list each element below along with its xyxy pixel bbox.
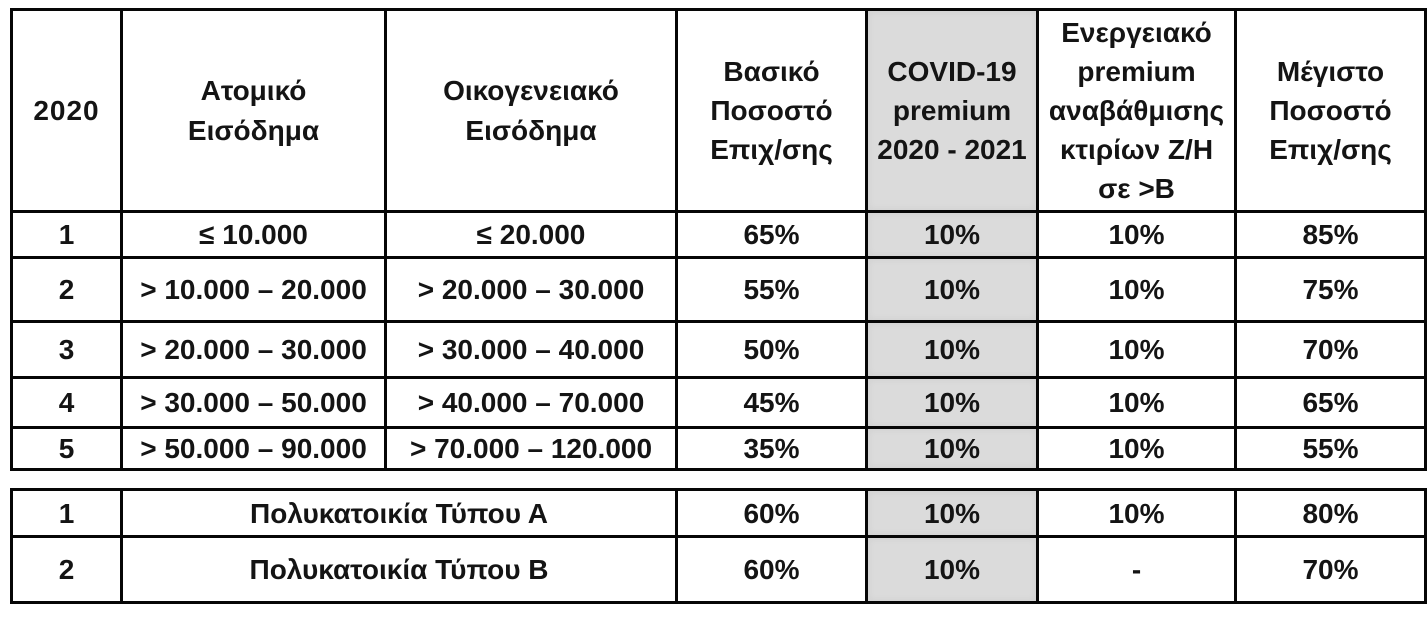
cell-covid-premium: 10% — [865, 488, 1039, 539]
cell-individual-income: > 10.000 – 20.000 — [120, 256, 387, 323]
cell-individual-income: > 30.000 – 50.000 — [120, 376, 387, 429]
cell-energy-premium: - — [1036, 535, 1237, 605]
table-row: 1 Πολυκατοικία Τύπου Α 60% 10% 10% 80% — [10, 488, 1427, 539]
col-header-individual-income: Ατομικό Εισόδημα — [120, 8, 387, 213]
cell-energy-premium: 10% — [1036, 256, 1237, 323]
col-header-max-rate: Μέγιστο Ποσοστό Επιχ/σης — [1234, 8, 1427, 213]
cell-individual-income: > 20.000 – 30.000 — [120, 320, 387, 379]
cell-row-number: 2 — [10, 535, 123, 605]
cell-row-number: 5 — [10, 425, 123, 472]
cell-max-rate: 70% — [1234, 535, 1427, 605]
cell-apartment-type: Πολυκατοικία Τύπου Β — [120, 535, 678, 605]
cell-max-rate: 85% — [1234, 210, 1427, 259]
cell-family-income: > 30.000 – 40.000 — [384, 320, 678, 379]
cell-family-income: ≤ 20.000 — [384, 210, 678, 259]
table-row: 5 > 50.000 – 90.000 > 70.000 – 120.000 3… — [10, 425, 1427, 472]
cell-energy-premium: 10% — [1036, 488, 1237, 539]
cell-family-income: > 40.000 – 70.000 — [384, 376, 678, 429]
table-row: 4 > 30.000 – 50.000 > 40.000 – 70.000 45… — [10, 376, 1427, 429]
cell-covid-premium: 10% — [865, 256, 1039, 323]
cell-row-number: 2 — [10, 256, 123, 323]
cell-covid-premium: 10% — [865, 535, 1039, 605]
cell-max-rate: 65% — [1234, 376, 1427, 429]
year-label: 2020 — [10, 8, 123, 213]
cell-row-number: 3 — [10, 320, 123, 379]
cell-individual-income: ≤ 10.000 — [120, 210, 387, 259]
cell-basic-rate: 60% — [675, 535, 868, 605]
cell-covid-premium: 10% — [865, 376, 1039, 429]
table-row: 2 > 10.000 – 20.000 > 20.000 – 30.000 55… — [10, 256, 1427, 323]
cell-basic-rate: 65% — [675, 210, 868, 259]
cell-energy-premium: 10% — [1036, 210, 1237, 259]
cell-row-number: 4 — [10, 376, 123, 429]
table-row: 2 Πολυκατοικία Τύπου Β 60% 10% - 70% — [10, 535, 1427, 605]
table-header-row: 2020 Ατομικό Εισόδημα Οικογενειακό Εισόδ… — [10, 8, 1427, 213]
cell-individual-income: > 50.000 – 90.000 — [120, 425, 387, 472]
cell-max-rate: 55% — [1234, 425, 1427, 472]
cell-basic-rate: 60% — [675, 488, 868, 539]
col-header-family-income: Οικογενειακό Εισόδημα — [384, 8, 678, 213]
cell-covid-premium: 10% — [865, 320, 1039, 379]
cell-basic-rate: 50% — [675, 320, 868, 379]
cell-basic-rate: 35% — [675, 425, 868, 472]
cell-energy-premium: 10% — [1036, 376, 1237, 429]
cell-row-number: 1 — [10, 210, 123, 259]
col-header-energy-premium: Ενεργειακό premium αναβάθμισης κτιρίων Ζ… — [1036, 8, 1237, 213]
cell-family-income: > 70.000 – 120.000 — [384, 425, 678, 472]
cell-energy-premium: 10% — [1036, 320, 1237, 379]
table-row: 1 ≤ 10.000 ≤ 20.000 65% 10% 10% 85% — [10, 210, 1427, 259]
cell-covid-premium: 10% — [865, 210, 1039, 259]
cell-basic-rate: 55% — [675, 256, 868, 323]
cell-family-income: > 20.000 – 30.000 — [384, 256, 678, 323]
cell-max-rate: 80% — [1234, 488, 1427, 539]
cell-max-rate: 70% — [1234, 320, 1427, 379]
col-header-covid-premium: COVID-19 premium 2020 - 2021 — [865, 8, 1039, 213]
cell-apartment-type: Πολυκατοικία Τύπου Α — [120, 488, 678, 539]
table-row: 3 > 20.000 – 30.000 > 30.000 – 40.000 50… — [10, 320, 1427, 379]
cell-basic-rate: 45% — [675, 376, 868, 429]
cell-covid-premium: 10% — [865, 425, 1039, 472]
subsidy-table-2020: 2020 Ατομικό Εισόδημα Οικογενειακό Εισόδ… — [10, 8, 1427, 472]
col-header-basic-rate: Βασικό Ποσοστό Επιχ/σης — [675, 8, 868, 213]
cell-energy-premium: 10% — [1036, 425, 1237, 472]
cell-max-rate: 75% — [1234, 256, 1427, 323]
cell-row-number: 1 — [10, 488, 123, 539]
apartment-building-table: 1 Πολυκατοικία Τύπου Α 60% 10% 10% 80% 2… — [10, 488, 1427, 605]
